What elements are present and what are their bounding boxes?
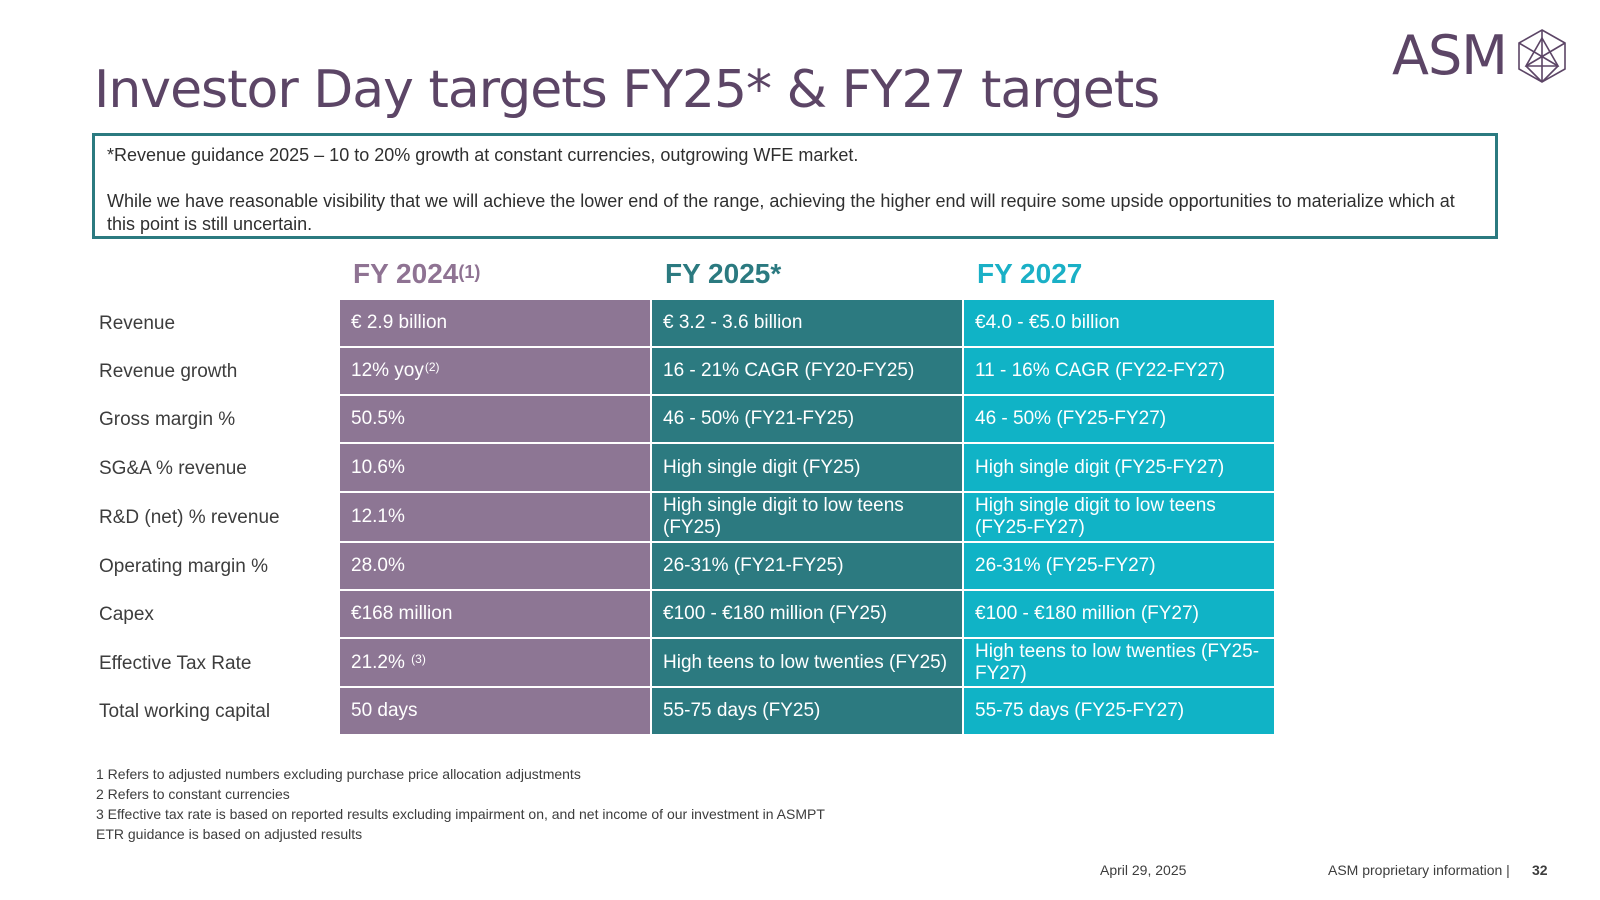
footer-date: April 29, 2025 xyxy=(1100,862,1187,878)
column-header-fy2025: FY 2025* xyxy=(665,258,782,289)
row-label: Gross margin % xyxy=(92,396,340,444)
cell-fy2024: 50 days xyxy=(340,688,652,736)
cell-fy2025: 55-75 days (FY25) xyxy=(652,688,964,736)
page-number: 32 xyxy=(1532,862,1548,878)
cell-fy2027: 46 - 50% (FY25-FY27) xyxy=(964,396,1276,444)
logo-text: ASM xyxy=(1392,24,1508,87)
row-label: SG&A % revenue xyxy=(92,444,340,493)
cell-fy2024: €168 million xyxy=(340,591,652,639)
guidance-note-line-2: While we have reasonable visibility that… xyxy=(107,191,1455,234)
page-title: Investor Day targets FY25* & FY27 target… xyxy=(94,60,1160,120)
row-label: Effective Tax Rate xyxy=(92,639,340,688)
crystal-polyhedron-icon xyxy=(1518,29,1566,83)
cell-fy2027: 26-31% (FY25-FY27) xyxy=(964,543,1276,591)
targets-table: Revenue € 2.9 billion € 3.2 - 3.6 billio… xyxy=(92,300,1278,736)
cell-fy2027: 55-75 days (FY25-FY27) xyxy=(964,688,1276,736)
cell-fy2025: € 3.2 - 3.6 billion xyxy=(652,300,964,348)
asm-logo: ASM xyxy=(1392,26,1574,86)
row-label: Revenue xyxy=(92,300,340,348)
row-label: R&D (net) % revenue xyxy=(92,493,340,543)
cell-fy2025: High single digit to low teens (FY25) xyxy=(652,493,964,543)
cell-fy2025: €100 - €180 million (FY25) xyxy=(652,591,964,639)
column-header-fy2027: FY 2027 xyxy=(977,258,1083,289)
cell-fy2024: 21.2% (3) xyxy=(340,639,652,688)
cell-fy2024: 12.1% xyxy=(340,493,652,543)
column-header-fy2024: FY 2024(1) xyxy=(353,258,481,289)
row-label: Total working capital xyxy=(92,688,340,736)
cell-fy2024: 10.6% xyxy=(340,444,652,493)
cell-fy2024: 28.0% xyxy=(340,543,652,591)
cell-fy2027: 11 - 16% CAGR (FY22-FY27) xyxy=(964,348,1276,396)
row-label: Revenue growth xyxy=(92,348,340,396)
footnotes: 1 Refers to adjusted numbers excluding p… xyxy=(96,764,825,844)
row-label: Operating margin % xyxy=(92,543,340,591)
footnote: ETR guidance is based on adjusted result… xyxy=(96,826,363,842)
cell-fy2024: € 2.9 billion xyxy=(340,300,652,348)
cell-fy2025: 26-31% (FY21-FY25) xyxy=(652,543,964,591)
cell-fy2025: High teens to low twenties (FY25) xyxy=(652,639,964,688)
row-label: Capex xyxy=(92,591,340,639)
guidance-note-box: *Revenue guidance 2025 – 10 to 20% growt… xyxy=(92,133,1498,239)
cell-fy2025: 16 - 21% CAGR (FY20-FY25) xyxy=(652,348,964,396)
guidance-note-line-1: *Revenue guidance 2025 – 10 to 20% growt… xyxy=(107,145,859,165)
footer-proprietary: ASM proprietary information | xyxy=(1328,862,1510,878)
cell-fy2025: 46 - 50% (FY21-FY25) xyxy=(652,396,964,444)
footnote: 2 Refers to constant currencies xyxy=(96,786,290,802)
cell-fy2025: High single digit (FY25) xyxy=(652,444,964,493)
cell-fy2027: €100 - €180 million (FY27) xyxy=(964,591,1276,639)
footnote: 1 Refers to adjusted numbers excluding p… xyxy=(96,766,581,782)
footnote: 3 Effective tax rate is based on reporte… xyxy=(96,806,825,822)
cell-fy2027: High teens to low twenties (FY25-FY27) xyxy=(964,639,1276,688)
cell-fy2027: High single digit (FY25-FY27) xyxy=(964,444,1276,493)
cell-fy2027: High single digit to low teens (FY25-FY2… xyxy=(964,493,1276,543)
cell-fy2024: 50.5% xyxy=(340,396,652,444)
cell-fy2024: 12% yoy (2) xyxy=(340,348,652,396)
cell-fy2027: €4.0 - €5.0 billion xyxy=(964,300,1276,348)
